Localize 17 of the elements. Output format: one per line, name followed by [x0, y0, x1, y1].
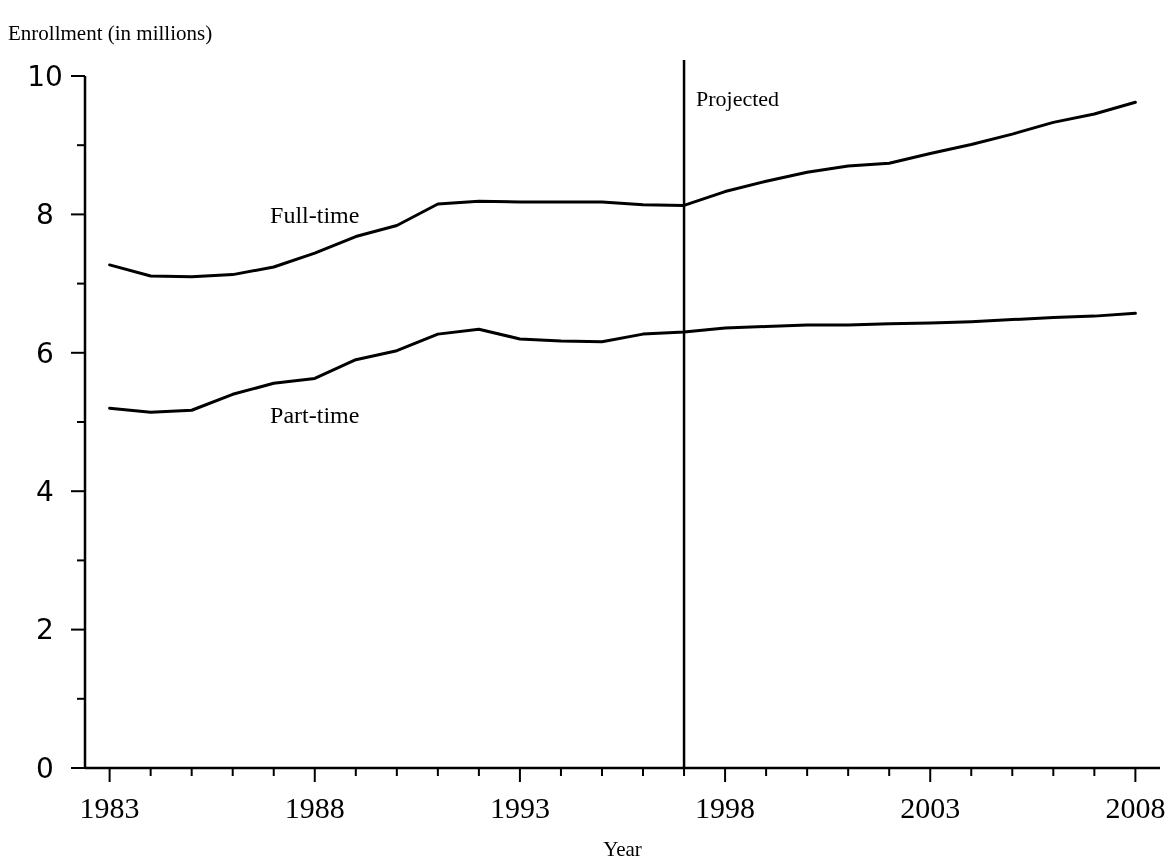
x-tick-label: 2008 [1105, 791, 1166, 824]
x-axis-title: Year [603, 837, 642, 861]
series-label: Part-time [270, 402, 360, 429]
y-tick-label: 8 [36, 198, 54, 232]
x-tick-label: 1993 [489, 791, 550, 824]
y-tick-label: 6 [36, 336, 54, 370]
series-label: Full-time [270, 202, 360, 229]
y-tick-label: 0 [36, 751, 54, 785]
x-tick-label: 2003 [900, 791, 961, 824]
y-tick-label: 10 [27, 59, 63, 93]
y-tick-label: 2 [36, 613, 54, 647]
y-tick-label: 4 [36, 475, 54, 508]
x-tick-label: 1983 [79, 791, 140, 824]
y-axis-title: Enrollment (in millions) [8, 21, 213, 45]
ref-line-label: Projected [696, 86, 780, 111]
x-tick-label: 1998 [695, 791, 756, 824]
x-tick-label: 1988 [284, 791, 345, 824]
